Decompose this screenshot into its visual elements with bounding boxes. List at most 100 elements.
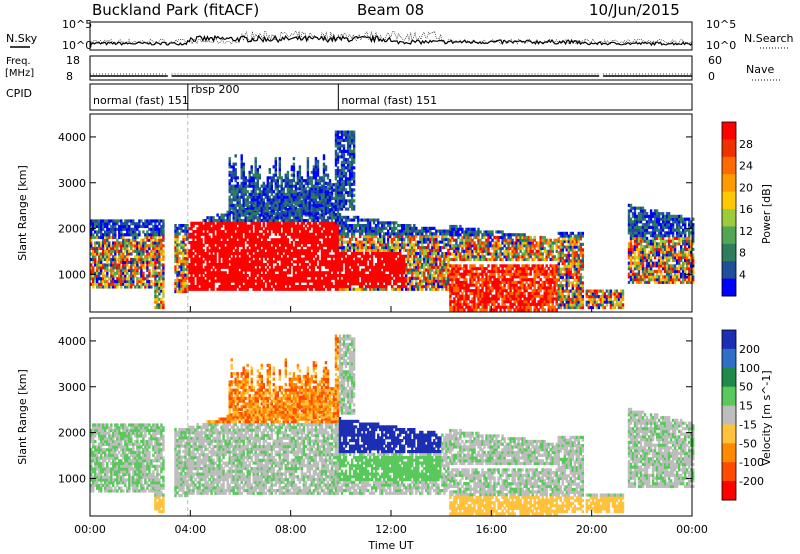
heatmap-cell: [254, 165, 257, 169]
heatmap-cell: [405, 257, 408, 261]
heatmap-cell: [306, 285, 310, 289]
heatmap-cell: [198, 279, 201, 283]
heatmap-cell: [112, 255, 115, 259]
heatmap-cell: [439, 268, 442, 272]
heatmap-cell: [340, 171, 344, 175]
heatmap-cell: [350, 149, 354, 153]
heatmap-cell: [128, 274, 131, 278]
heatmap-cell: [298, 260, 302, 264]
heatmap-cell: [210, 216, 213, 220]
heatmap-cell: [142, 244, 145, 248]
heatmap-cell: [340, 235, 344, 239]
heatmap-cell: [126, 268, 129, 273]
heatmap-cell: [152, 266, 155, 270]
heatmap-cell: [437, 276, 440, 280]
heatmap-cell: [112, 222, 115, 226]
heatmap-cell: [362, 237, 366, 241]
heatmap-cell: [346, 144, 350, 148]
heatmap-cell: [228, 265, 231, 269]
heatmap-cell: [178, 251, 181, 255]
heatmap-cell: [274, 232, 278, 236]
heatmap-cell: [411, 252, 414, 256]
heatmap-cell: [298, 219, 302, 223]
heatmap-cell: [415, 254, 418, 258]
heatmap-cell: [120, 252, 123, 256]
heatmap-cell: [280, 271, 284, 275]
heatmap-cell: [413, 248, 416, 252]
heatmap-cell: [284, 176, 288, 180]
heatmap-cell: [280, 192, 284, 196]
heatmap-cell: [368, 224, 372, 228]
heatmap-cell: [100, 230, 103, 234]
heatmap-cell: [340, 199, 344, 203]
heatmap-cell: [182, 284, 185, 288]
heatmap-cell: [232, 238, 235, 242]
heatmap-cell: [112, 246, 115, 251]
heatmap-cell: [136, 252, 139, 256]
heatmap-cell: [310, 274, 314, 278]
heatmap-cell: [248, 209, 251, 213]
heatmap-cell: [156, 306, 159, 310]
heatmap-cell: [198, 249, 201, 253]
heatmap-cell: [427, 263, 430, 267]
heatmap-cell: [346, 263, 350, 267]
heatmap-cell: [230, 176, 233, 180]
heatmap-cell: [158, 238, 161, 242]
heatmap-cell: [200, 230, 203, 234]
heatmap-cell: [356, 282, 360, 286]
heatmap-cell: [252, 246, 255, 250]
heatmap-cell: [344, 274, 348, 278]
heatmap-cell: [146, 255, 149, 259]
heatmap-cell: [250, 170, 253, 174]
heatmap-cell: [244, 192, 247, 196]
heatmap-cell: [312, 187, 316, 191]
heatmap-cell: [320, 254, 324, 258]
heatmap-cell: [256, 276, 260, 280]
heatmap-cell: [276, 279, 280, 283]
heatmap-cell: [228, 216, 231, 220]
heatmap-cell: [116, 227, 119, 231]
heatmap-cell: [372, 218, 376, 222]
heatmap-cell: [220, 230, 223, 234]
heatmap-cell: [354, 252, 358, 256]
heatmap-cell: [340, 265, 344, 269]
heatmap-cell: [338, 141, 342, 145]
heatmap-cell: [288, 179, 292, 183]
heatmap-cell: [234, 154, 237, 158]
heatmap-cell: [286, 187, 290, 191]
heatmap-cell: [136, 235, 139, 240]
heatmap-cell: [330, 197, 334, 201]
heatmap-cell: [294, 187, 298, 191]
heatmap-cell: [298, 224, 302, 228]
heatmap-cell: [200, 252, 203, 256]
heatmap-cell: [334, 268, 338, 272]
heatmap-cell: [352, 207, 356, 211]
heatmap-cell: [122, 260, 125, 264]
heatmap-cell: [122, 268, 125, 273]
heatmap-cell: [222, 249, 225, 253]
heatmap-cell: [176, 262, 179, 266]
heatmap-cell: [118, 241, 121, 245]
heatmap-cell: [266, 219, 270, 223]
heatmap-cell: [362, 268, 366, 272]
heatmap-cell: [242, 219, 245, 223]
heatmap-cell: [210, 285, 213, 289]
heatmap-cell: [234, 252, 237, 256]
heatmap-cell: [116, 271, 119, 275]
heatmap-cell: [104, 266, 107, 270]
heatmap-cell: [204, 282, 207, 286]
heatmap-cell: [292, 198, 296, 202]
heatmap-cell: [387, 235, 390, 239]
heatmap-cell: [435, 271, 438, 275]
heatmap-cell: [308, 187, 312, 191]
heatmap-cell: [278, 287, 282, 291]
heatmap-cell: [334, 215, 338, 219]
heatmap-cell: [250, 209, 253, 213]
heatmap-cell: [286, 263, 290, 267]
heatmap-cell: [230, 221, 233, 225]
heatmap-cell: [296, 181, 300, 185]
heatmap-cell: [198, 224, 201, 228]
heatmap-cell: [268, 271, 272, 275]
heatmap-cell: [383, 237, 386, 241]
